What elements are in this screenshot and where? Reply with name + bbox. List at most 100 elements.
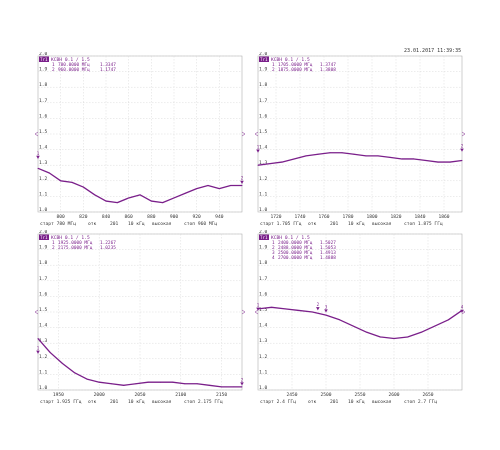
y-tick-label: 1.8 [39,82,48,88]
trace-point [49,352,51,354]
marker-readout-value: 1.3747 [320,62,336,68]
trace-measure: КСВН 0.1 / 1.5 [51,57,90,63]
trace-point [447,319,449,321]
datetime-readout: 23.01.2017 11:39:35 [404,48,462,54]
trace-point [147,381,149,383]
trace-point [61,362,63,364]
trace-point [86,378,88,380]
footer-field: старт 2.4 ГГц [260,399,296,405]
trace-point [407,336,409,338]
trace-point [269,163,271,165]
ref-level-right-icon [461,131,466,137]
marker-triangle-icon [36,155,40,159]
x-tick-label: 2000 [94,392,105,398]
marker-readout-id: 2 [52,245,55,251]
trace-point [94,194,96,196]
vna-panel-1[interactable]: 2.0 1.9 1.8 1.7 1.6 1.5 1.4 1.3 1.2 1.1 1.0 800 820 8… [32,52,248,232]
trace-point [420,331,422,333]
marker-readout-id: 1 [52,62,55,68]
trace-point [218,188,220,190]
marker-triangle-icon [460,148,464,152]
y-tick-label: 1.5 [259,307,268,313]
marker-readout-id: 1 [272,62,275,68]
vna-panel-2[interactable]: 2.0 1.9 1.8 1.7 1.6 1.5 1.4 1.3 1.2 1.1 1.0 1720 174… [252,52,468,232]
trace-point [341,152,343,154]
trace-line [37,338,242,388]
trace-badge [259,234,269,240]
x-tick-label: 1780 [342,214,353,220]
trace-point [401,158,403,160]
x-tick-label: 1740 [294,214,305,220]
y-tick-label: 1.0 [39,385,48,391]
x-tick-label: 1840 [414,214,425,220]
marker-readout-freq: 1705.0000 МГц [278,62,313,68]
marker-readout-value: 1.4913 [320,250,336,256]
x-tick-label: 2050 [134,392,145,398]
marker-triangle-icon [460,309,464,313]
vna-panel-4[interactable]: 2.0 1.9 1.8 1.7 1.6 1.5 1.4 1.3 1.2 1.1 1.0 2450 250… [252,230,468,410]
trace-point [241,184,243,186]
trace-point [317,153,319,155]
footer-field: старт 1.705 ГГц [260,221,302,227]
marker-readout-freq: 1875.0000 МГц [278,67,313,73]
marker-readout-value: 1.1747 [100,67,116,73]
trace-point [74,372,76,374]
trace-point [123,384,125,386]
trace-point [37,338,39,340]
marker-triangle-icon [316,307,320,311]
marker-id: 1 [37,346,40,351]
x-tick-label: 880 [147,214,156,220]
y-tick-label: 1.6 [259,113,268,119]
footer-field: стоп 1.875 ГГц [404,221,443,227]
trace-point [449,161,451,163]
trace-point [353,153,355,155]
marker-readout-id: 4 [272,255,275,261]
ref-level-left-icon [34,309,39,315]
trace-point [233,386,235,388]
trace-point [339,319,341,321]
vna-chart: 2.0 1.9 1.8 1.7 1.6 1.5 1.4 1.3 1.2 1.1 1.0 800 820 8… [34,52,246,227]
x-tick-label: 1820 [390,214,401,220]
y-tick-label: 1.0 [259,207,268,213]
y-tick-label: 1.9 [259,245,268,251]
ref-level-left-icon [254,131,259,137]
trace-point [150,200,152,202]
trace-point [105,200,107,202]
marker-readout-id: 1 [52,240,55,246]
marker-readout-freq: 2175.0000 МГц [58,245,93,251]
trace-line [257,306,463,340]
x-tick-label: 1950 [53,392,64,398]
marker-readout-value: 1.3808 [320,67,336,73]
footer-field: старт 780 МГц [40,221,76,227]
x-tick-label: 2550 [354,392,365,398]
y-tick-label: 1.6 [259,291,268,297]
marker-readout-id: 2 [272,67,275,73]
trace-label: Tr1 [40,235,48,240]
x-tick-label: 1720 [270,214,281,220]
y-tick-label: 1.8 [259,82,268,88]
vna-panel-3[interactable]: 2.0 1.9 1.8 1.7 1.6 1.5 1.4 1.3 1.2 1.1 1.0 1950 200… [32,230,248,410]
x-tick-label: 1800 [366,214,377,220]
trace-badge [39,56,49,62]
x-tick-label: 2650 [422,392,433,398]
y-tick-label: 2.0 [259,52,268,57]
marker-readout-freq: 2400.0000 МГц [278,240,313,246]
trace-point [173,197,175,199]
y-tick-label: 1.9 [39,245,48,251]
y-tick-label: 1.2 [39,176,48,182]
footer-field: высокая [372,222,392,227]
marker-readout-id: 1 [272,240,275,246]
marker-id: 1 [257,303,260,308]
marker-readout-value: 1.5053 [320,245,336,251]
footer-field: отк [88,400,97,405]
vna-chart: 2.0 1.9 1.8 1.7 1.6 1.5 1.4 1.3 1.2 1.1 1.0 2450 250… [254,230,466,405]
marker-triangle-icon [240,382,244,386]
x-tick-label: 2100 [175,392,186,398]
trace-point [116,202,118,204]
footer-field: 201 [330,221,339,227]
footer-field: 201 [330,399,339,405]
y-tick-label: 1.3 [259,160,268,166]
footer-field: отк [308,400,317,405]
marker-triangle-icon [324,309,328,313]
footer-field: 10 кГц [348,399,365,405]
